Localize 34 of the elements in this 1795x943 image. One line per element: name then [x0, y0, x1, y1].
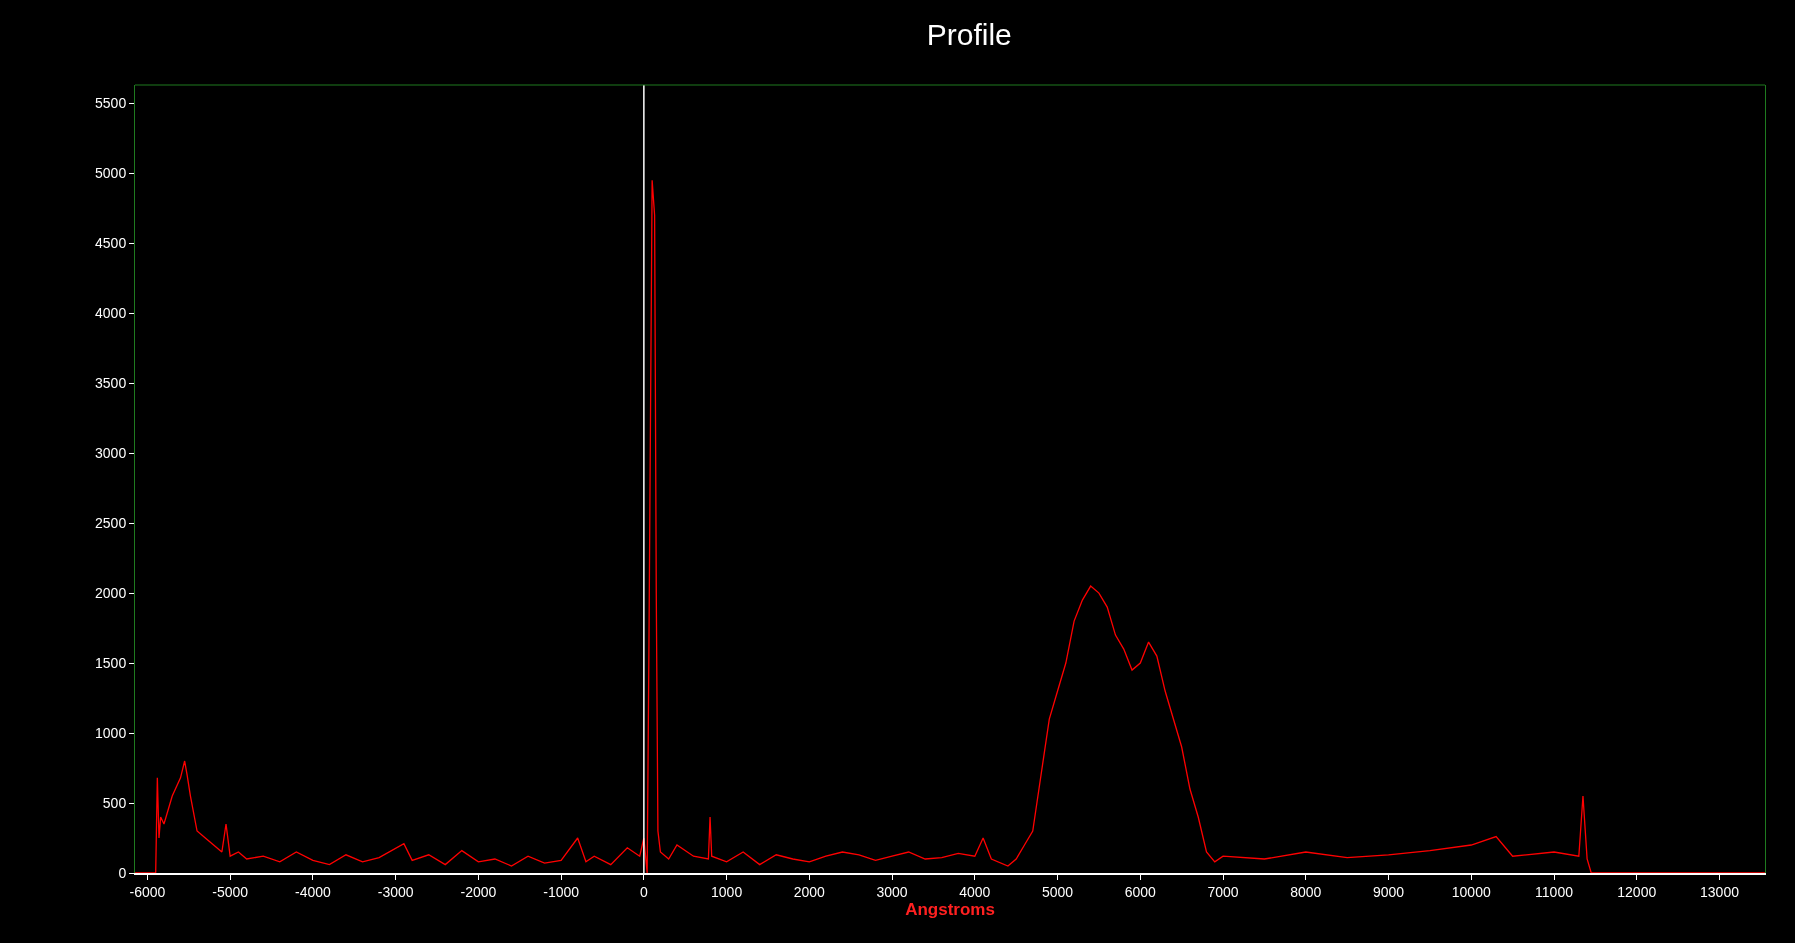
y-tick-label: 2500 — [95, 514, 127, 531]
x-tick-label: 3000 — [876, 883, 908, 900]
y-tick-label: 4000 — [95, 305, 127, 322]
x-tick-label: 8000 — [1290, 883, 1322, 900]
x-tick-label: 9000 — [1372, 883, 1405, 900]
y-tick-label: 500 — [102, 794, 127, 811]
x-tick-label: -2000 — [460, 883, 497, 900]
x-axis-title: Angstroms — [905, 899, 995, 919]
y-tick-label: 5500 — [95, 95, 127, 112]
x-tick-label: 4000 — [959, 883, 991, 900]
x-tick-label: 11000 — [1535, 883, 1574, 900]
y-tick-label: 0 — [118, 864, 127, 881]
x-tick-label: -1000 — [543, 883, 580, 900]
x-tick-label: 7000 — [1207, 883, 1239, 900]
x-tick-label: -3000 — [377, 883, 414, 900]
x-tick-label: 5000 — [1041, 883, 1074, 900]
chart-title: Profile — [926, 17, 1012, 51]
y-tick-label: 4500 — [95, 235, 127, 252]
y-tick-label: 3000 — [95, 445, 127, 462]
y-tick-label: 3500 — [95, 375, 127, 392]
x-tick-label: 2000 — [793, 883, 826, 900]
y-tick-label: 2000 — [95, 584, 127, 601]
y-tick-label: 1500 — [95, 654, 127, 671]
x-tick-label: 0 — [639, 883, 648, 900]
y-tick-label: 1000 — [95, 724, 127, 741]
y-tick-label: 5000 — [95, 165, 127, 182]
x-tick-label: 6000 — [1124, 883, 1157, 900]
x-tick-label: 13000 — [1700, 883, 1740, 900]
x-tick-label: 10000 — [1451, 883, 1491, 900]
x-tick-label: -4000 — [294, 883, 331, 900]
x-tick-label: -6000 — [129, 883, 166, 900]
x-tick-label: 12000 — [1617, 883, 1657, 900]
x-tick-label: 1000 — [711, 883, 743, 900]
x-tick-label: -5000 — [212, 883, 249, 900]
